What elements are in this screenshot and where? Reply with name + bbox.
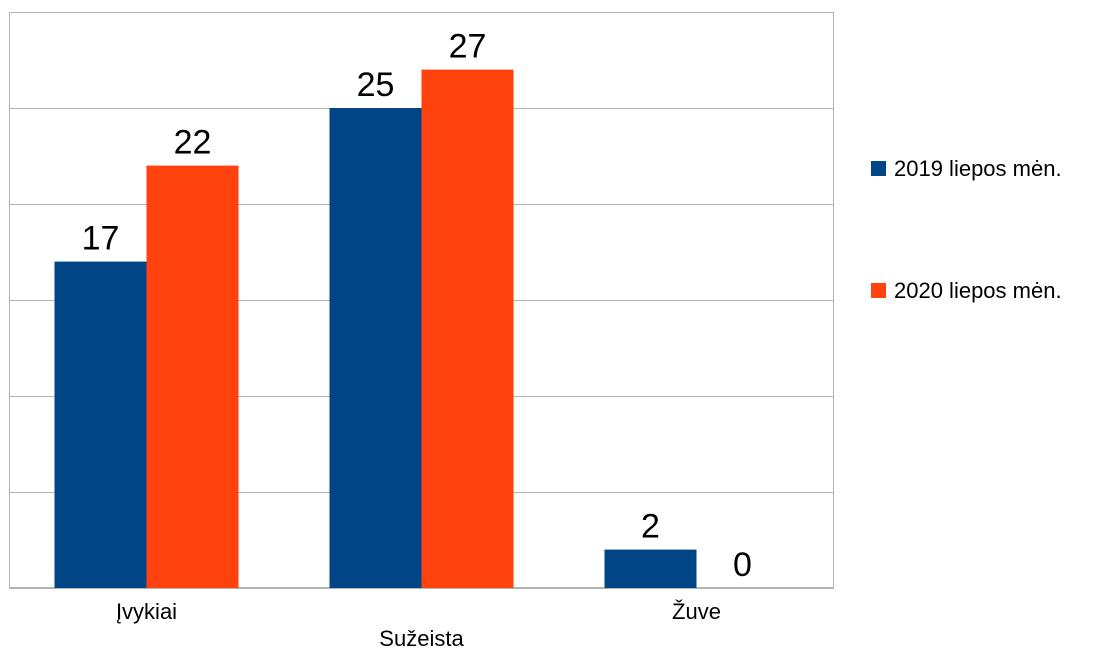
bars (54, 69, 697, 589)
x-axis: Įvykiai Sužeista Žuve (116, 599, 721, 651)
x-tick-label: Įvykiai (116, 599, 177, 624)
bar (604, 549, 697, 588)
legend-label: 2019 liepos mėn. (894, 156, 1062, 181)
data-label: 0 (733, 546, 752, 584)
data-label: 22 (174, 124, 212, 162)
x-tick-label: Sužeista (379, 626, 464, 650)
bar (146, 165, 239, 588)
data-label: 27 (449, 28, 487, 66)
bar (329, 108, 422, 588)
bar (54, 261, 147, 588)
x-tick-label: Žuve (672, 599, 721, 624)
legend-label: 2020 liepos mėn. (894, 278, 1062, 303)
data-label: 25 (357, 66, 395, 104)
legend: 2019 liepos mėn. 2020 liepos mėn. (871, 156, 1062, 303)
data-label: 2 (641, 508, 660, 546)
data-label: 17 (82, 220, 120, 258)
bar (421, 69, 514, 589)
legend-swatch (871, 161, 886, 176)
legend-swatch (871, 283, 886, 298)
